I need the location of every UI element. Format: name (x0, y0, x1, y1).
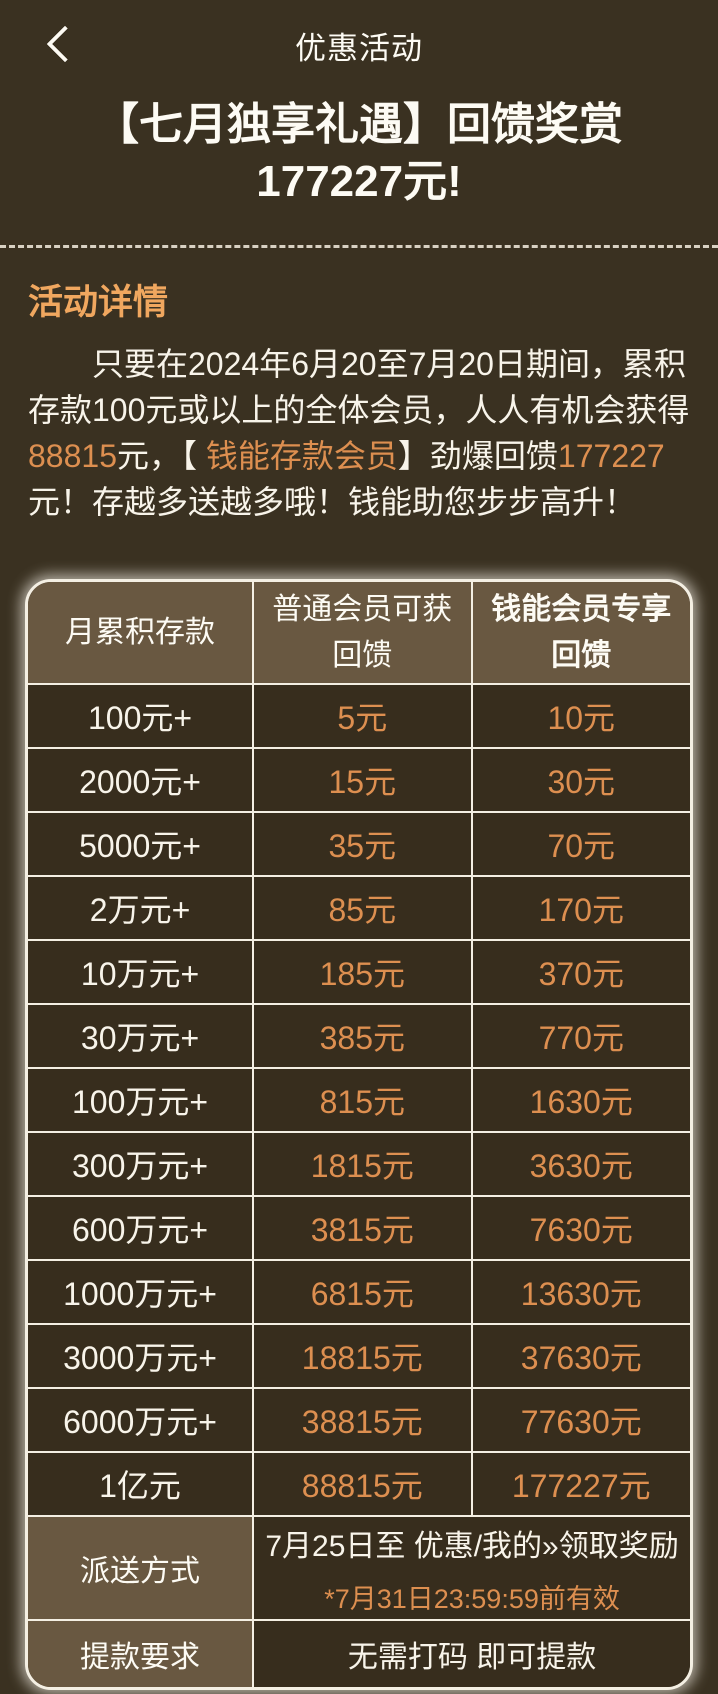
vip-reward-cell: 3630元 (470, 1131, 690, 1197)
vip-reward-cell: 10元 (470, 683, 690, 749)
vip-reward-cell: 7630元 (470, 1195, 690, 1261)
chevron-left-icon (46, 25, 84, 63)
header-deposit: 月累积存款 (28, 582, 255, 685)
table-row: 2万元+ 85元 170元 (28, 875, 690, 941)
vip-reward-cell: 770元 (470, 1003, 690, 1069)
deposit-cell: 300万元+ (28, 1131, 255, 1197)
description-segment-accent: 钱能存款会员 (205, 438, 398, 474)
normal-reward-cell: 88815元 (252, 1451, 473, 1517)
table-row: 30万元+ 385元 770元 (28, 1003, 690, 1069)
delivery-method-cell: 7月25日至 优惠/我的»领取奖励 *7月31日23:59:59前有效 (252, 1515, 690, 1621)
vip-reward-cell: 70元 (470, 811, 690, 877)
rewards-table: 月累积存款 普通会员可获回馈 钱能会员专享回馈 100元+ 5元 10元 200… (25, 579, 693, 1690)
table-row: 100元+ 5元 10元 (28, 683, 690, 749)
vip-reward-cell: 370元 (470, 939, 690, 1005)
dashed-divider (0, 245, 718, 248)
description-segment: 】劲爆回馈 (397, 438, 558, 474)
nav-bar: 优惠活动 (0, 0, 718, 90)
vip-reward-cell: 170元 (470, 875, 690, 941)
withdraw-requirement-cell: 无需打码 即可提款 (252, 1619, 690, 1687)
header-normal-member: 普通会员可获回馈 (252, 582, 473, 685)
normal-reward-cell: 6815元 (252, 1259, 473, 1325)
table-row: 6000万元+ 38815元 77630元 (28, 1387, 690, 1453)
table-row: 5000元+ 35元 70元 (28, 811, 690, 877)
deposit-cell: 2000元+ (28, 747, 255, 813)
table-row: 100万元+ 815元 1630元 (28, 1067, 690, 1133)
activity-details-heading: 活动详情 (28, 283, 169, 322)
delivery-validity-note: *7月31日23:59:59前有效 (324, 1583, 620, 1614)
table-row: 600万元+ 3815元 7630元 (28, 1195, 690, 1261)
normal-reward-cell: 15元 (252, 747, 473, 813)
delivery-method-text: 7月25日至 优惠/我的»领取奖励 (265, 1529, 679, 1563)
normal-reward-cell: 5元 (252, 683, 473, 749)
vip-reward-cell: 177227元 (470, 1451, 690, 1517)
withdraw-requirement-label: 提款要求 (28, 1619, 255, 1687)
deposit-cell: 3000万元+ (28, 1323, 255, 1389)
normal-reward-cell: 38815元 (252, 1387, 473, 1453)
deposit-cell: 100万元+ (28, 1067, 255, 1133)
table-header-row: 月累积存款 普通会员可获回馈 钱能会员专享回馈 (28, 582, 690, 685)
table-row: 2000元+ 15元 30元 (28, 747, 690, 813)
deposit-cell: 100元+ (28, 683, 255, 749)
description-segment: 只要在2024年6月20至7月20日期间，累积存款100元或以上的全体会员，人人… (28, 346, 690, 428)
deposit-cell: 30万元+ (28, 1003, 255, 1069)
vip-reward-cell: 1630元 (470, 1067, 690, 1133)
normal-reward-cell: 815元 (252, 1067, 473, 1133)
normal-reward-cell: 85元 (252, 875, 473, 941)
normal-reward-cell: 3815元 (252, 1195, 473, 1261)
delivery-method-label: 派送方式 (28, 1515, 255, 1621)
table-row: 3000万元+ 18815元 37630元 (28, 1323, 690, 1389)
activity-description: 只要在2024年6月20至7月20日期间，累积存款100元或以上的全体会员，人人… (28, 341, 690, 525)
deposit-cell: 10万元+ (28, 939, 255, 1005)
deposit-cell: 2万元+ (28, 875, 255, 941)
table-row: 300万元+ 1815元 3630元 (28, 1131, 690, 1197)
vip-reward-cell: 30元 (470, 747, 690, 813)
normal-reward-cell: 385元 (252, 1003, 473, 1069)
description-segment-accent: 177227 (557, 438, 665, 474)
withdraw-requirement-text: 无需打码 即可提款 (347, 1641, 597, 1674)
vip-reward-cell: 13630元 (470, 1259, 690, 1325)
deposit-cell: 600万元+ (28, 1195, 255, 1261)
nav-title: 优惠活动 (295, 30, 423, 66)
normal-reward-cell: 1815元 (252, 1131, 473, 1197)
delivery-method-row: 派送方式 7月25日至 优惠/我的»领取奖励 *7月31日23:59:59前有效 (28, 1515, 690, 1621)
back-button[interactable] (40, 20, 90, 70)
promo-title: 【七月独享礼遇】回馈奖赏177227元! (95, 100, 623, 206)
withdraw-requirement-row: 提款要求 无需打码 即可提款 (28, 1619, 690, 1687)
deposit-cell: 1000万元+ (28, 1259, 255, 1325)
description-segment-accent: 88815 (28, 438, 117, 474)
vip-reward-cell: 37630元 (470, 1323, 690, 1389)
description-segment: 元，【 (116, 438, 206, 474)
deposit-cell: 1亿元 (28, 1451, 255, 1517)
normal-reward-cell: 35元 (252, 811, 473, 877)
normal-reward-cell: 18815元 (252, 1323, 473, 1389)
description-segment: 元！存越多送越多哦！钱能助您步步高升！ (28, 484, 637, 520)
deposit-cell: 6000万元+ (28, 1387, 255, 1453)
deposit-cell: 5000元+ (28, 811, 255, 877)
table-row: 1000万元+ 6815元 13630元 (28, 1259, 690, 1325)
normal-reward-cell: 185元 (252, 939, 473, 1005)
table-row: 1亿元 88815元 177227元 (28, 1451, 690, 1517)
table-row: 10万元+ 185元 370元 (28, 939, 690, 1005)
header-vip-member: 钱能会员专享回馈 (470, 582, 690, 685)
vip-reward-cell: 77630元 (470, 1387, 690, 1453)
